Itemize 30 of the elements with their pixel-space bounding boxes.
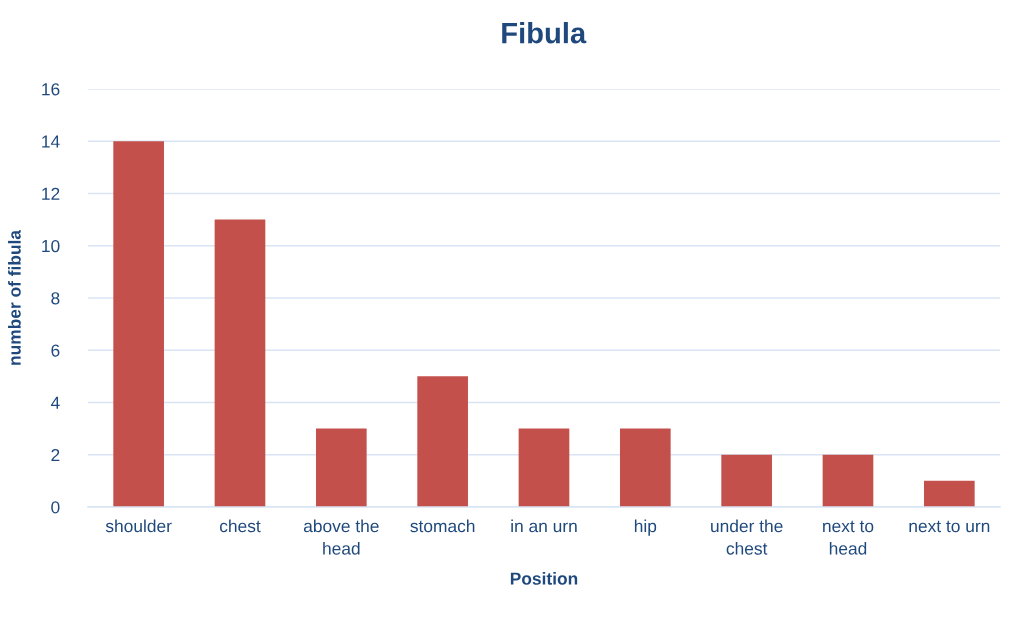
bar [113, 141, 164, 507]
bar [923, 480, 975, 507]
y-axis-title: number of fibula [8, 229, 21, 365]
x-tick-label: hip [634, 519, 657, 536]
y-tick-label: 12 [42, 187, 60, 200]
x-tick-label: under the chest [711, 519, 783, 555]
bar [417, 376, 468, 507]
bar [214, 219, 266, 507]
y-tick-label: 4 [50, 396, 60, 409]
y-tick-label: 16 [42, 83, 60, 96]
x-tick-label: in an urn [511, 519, 577, 533]
bar [315, 428, 367, 507]
y-tick-label: 8 [51, 292, 60, 305]
y-tick-label: 2 [51, 448, 60, 462]
x-tick-label: shoulder [105, 519, 172, 533]
y-tick-label: 10 [42, 239, 60, 253]
x-tick-label: above the head [303, 519, 379, 555]
y-tick-label: 0 [51, 501, 60, 514]
y-tick-label: 14 [42, 135, 60, 148]
bar [822, 454, 874, 507]
bar [721, 454, 772, 507]
y-tick-label: 6 [51, 344, 60, 357]
x-tick-label: next to urn [909, 520, 990, 533]
bar [619, 428, 671, 507]
x-tick-label: next to head [823, 520, 874, 555]
x-tick-label: chest [219, 519, 261, 533]
bar [518, 428, 570, 507]
chart-title: Fibula [502, 22, 587, 44]
x-tick-label: stomach [410, 519, 475, 533]
x-axis-title: Position [510, 572, 578, 585]
